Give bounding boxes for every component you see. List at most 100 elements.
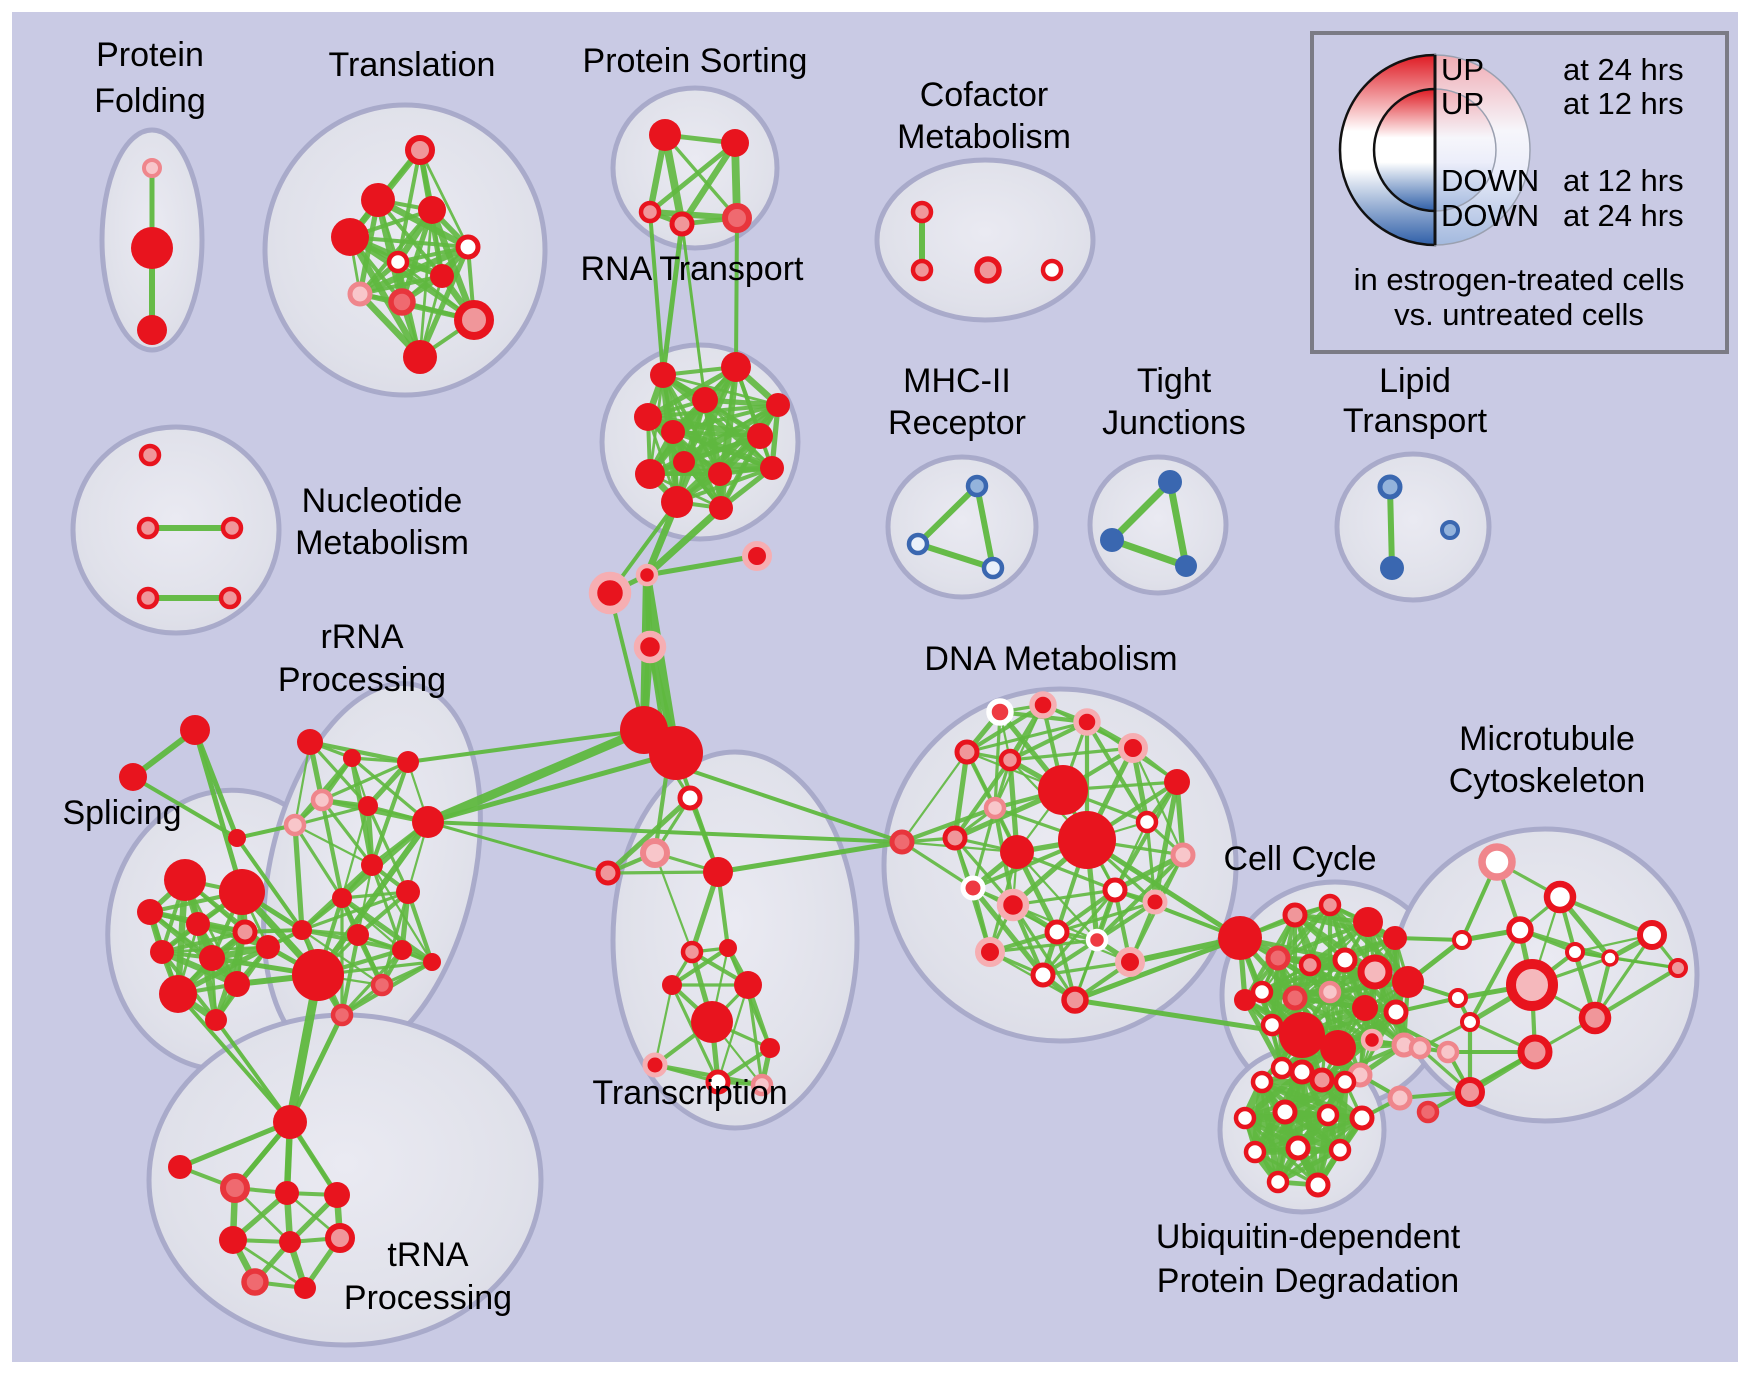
edge	[644, 553, 760, 578]
node-rt	[661, 486, 693, 518]
node-ub	[1328, 1138, 1352, 1162]
edge	[671, 403, 780, 434]
edge	[418, 148, 470, 249]
label-lipid: Transport	[1343, 402, 1488, 440]
node-dn	[996, 888, 1030, 922]
node-rt	[650, 362, 676, 388]
edge	[293, 740, 312, 827]
edge	[1055, 900, 1157, 934]
node-cc	[1218, 916, 1262, 960]
label-ubiquitin: Ubiquitin-dependent	[1156, 1218, 1461, 1256]
edge	[1011, 903, 1077, 1002]
node-mh	[906, 532, 930, 556]
node-mc	[1601, 949, 1619, 967]
label-dna: DNA Metabolism	[924, 640, 1177, 678]
node-lk	[1448, 988, 1468, 1008]
node-rt	[709, 496, 733, 520]
cluster-transcription	[610, 749, 860, 1131]
node-rr	[310, 788, 334, 812]
node-rt	[708, 462, 732, 486]
node-rr	[332, 888, 352, 908]
edge	[666, 761, 904, 844]
edge	[1242, 997, 1285, 1071]
node-nm	[136, 516, 160, 540]
edge	[1112, 852, 1186, 893]
edge	[663, 133, 739, 220]
node-cc	[1357, 954, 1393, 990]
label-rrna: Processing	[278, 661, 446, 699]
label-protein-folding: Folding	[94, 82, 206, 120]
node-nm	[138, 443, 162, 467]
label-microtubule: Cytoskeleton	[1449, 762, 1646, 800]
node-sl	[232, 919, 258, 945]
edge	[965, 720, 1089, 754]
edge	[1260, 903, 1332, 994]
edge	[643, 504, 725, 579]
edge	[715, 839, 905, 875]
node-tx	[734, 971, 762, 999]
legend-row-dir: DOWN	[1441, 198, 1539, 233]
node-dn	[889, 829, 915, 855]
edge	[356, 863, 374, 937]
edge	[293, 823, 374, 867]
edge	[1593, 933, 1654, 1020]
node-ub	[1233, 1106, 1257, 1130]
edge	[339, 932, 361, 1018]
node-tr	[388, 288, 416, 316]
node-sl	[205, 1009, 227, 1031]
node-sl	[256, 935, 280, 959]
node-rr	[361, 854, 383, 876]
node-lk	[1387, 1085, 1413, 1111]
edge	[1015, 850, 1117, 892]
node-dn	[1115, 947, 1145, 977]
edge	[307, 739, 411, 765]
node-st	[180, 715, 210, 745]
node-tx	[705, 1069, 731, 1095]
edge	[964, 702, 1046, 755]
edge	[293, 804, 370, 827]
legend-row-dir: UP	[1441, 86, 1484, 121]
edge	[1108, 536, 1190, 570]
node-rr	[347, 924, 369, 946]
node-cc	[1234, 989, 1256, 1011]
node-rr	[343, 749, 361, 767]
node-rt	[673, 451, 695, 473]
node-tn	[219, 1226, 247, 1254]
edge	[293, 823, 344, 900]
label-tight: Junctions	[1102, 404, 1246, 442]
edge	[160, 930, 247, 954]
node-tn	[275, 1181, 299, 1205]
node-cc	[1250, 980, 1274, 1004]
edge	[915, 541, 996, 571]
node-rt	[760, 456, 784, 480]
edge	[1275, 919, 1371, 961]
edge	[678, 139, 739, 228]
edge	[653, 851, 694, 954]
edge	[380, 890, 410, 987]
edge	[1008, 746, 1135, 762]
cluster-tight	[1087, 454, 1229, 596]
nodes-layer	[119, 119, 1688, 1299]
edge	[320, 798, 374, 867]
edge	[423, 725, 649, 827]
edge	[1259, 969, 1378, 995]
node-dn	[998, 748, 1022, 772]
node-tn	[241, 1268, 269, 1296]
label-protein-folding: Protein	[96, 36, 204, 74]
edge	[971, 806, 997, 890]
node-cc	[1282, 902, 1308, 928]
node-hub	[635, 563, 659, 587]
node-tx	[640, 838, 670, 868]
label-ubiquitin: Protein Degradation	[1157, 1262, 1459, 1300]
edge	[292, 822, 305, 933]
legend-note-line2: vs. untreated cells	[1394, 297, 1644, 332]
node-dn	[1142, 889, 1168, 915]
node-rr	[423, 953, 441, 971]
node-tx	[719, 939, 737, 957]
node-lk	[1416, 1100, 1440, 1124]
node-nm	[218, 586, 242, 610]
node-rt	[766, 393, 790, 417]
label-mhc: Receptor	[888, 404, 1026, 442]
node-cc	[1383, 999, 1409, 1025]
node-tj	[1158, 470, 1182, 494]
